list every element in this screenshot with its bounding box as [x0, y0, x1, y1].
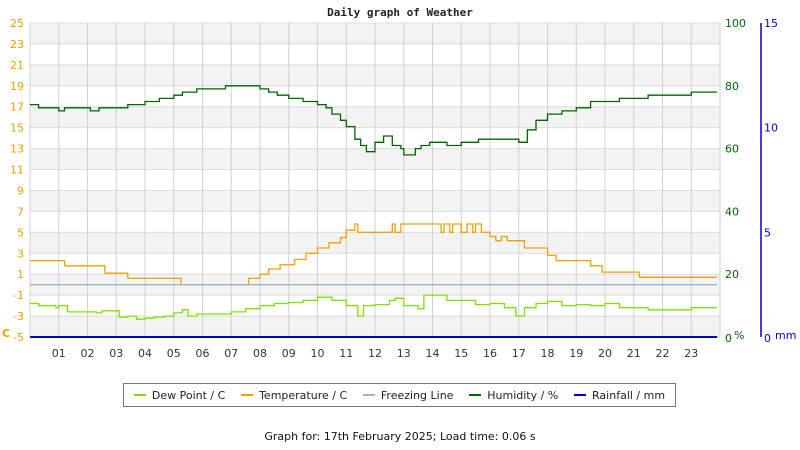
y-left-tick: 1 [17, 268, 24, 281]
y-right-unit-label: % [734, 329, 744, 342]
legend-label: Rainfall / mm [592, 388, 666, 402]
x-tick: 06 [196, 347, 210, 360]
y-right-tick: 80 [725, 80, 739, 93]
x-tick: 09 [282, 347, 296, 360]
y-right-tick: 100 [725, 17, 746, 30]
temperature-c-line [30, 223, 718, 286]
y-left-tick: -5 [13, 331, 24, 344]
y-left-tick: -3 [13, 310, 24, 323]
y-left-tick: 17 [10, 101, 24, 114]
humidity-swatch [469, 394, 482, 396]
x-tick: 08 [253, 347, 267, 360]
y-left-tick: 25 [10, 17, 24, 30]
x-tick: 02 [81, 347, 95, 360]
legend-label: Dew Point / C [151, 388, 226, 402]
y-left-tick: 21 [10, 59, 24, 72]
y-left-tick: 3 [17, 247, 24, 260]
x-tick: 11 [339, 347, 353, 360]
dew-point-c-line [30, 294, 718, 320]
y-right2-tick: 10 [764, 122, 778, 135]
x-tick: 17 [512, 347, 526, 360]
x-tick: 23 [684, 347, 698, 360]
legend-label: Temperature / C [259, 388, 348, 402]
legend-item-dew-point: Dew Point / C [133, 388, 226, 402]
y-left-tick: 23 [10, 38, 24, 51]
y-left-tick: 19 [10, 80, 24, 93]
x-tick: 14 [426, 347, 440, 360]
y-right-tick: 20 [725, 268, 739, 281]
rainfall-swatch [574, 394, 587, 396]
temperature-swatch [241, 394, 254, 396]
y-left-tick: 9 [17, 184, 24, 197]
x-tick: 18 [541, 347, 555, 360]
dew-point-swatch [133, 394, 146, 396]
x-tick: 22 [656, 347, 670, 360]
x-tick: 13 [397, 347, 411, 360]
data-series [30, 85, 718, 338]
x-tick: 19 [569, 347, 583, 360]
y-right-tick: 40 [725, 205, 739, 218]
y-right2-tick: 5 [764, 226, 771, 239]
legend-item-freezing-line: Freezing Line [362, 388, 454, 402]
y-left-unit-label: C [2, 327, 10, 340]
y-left-tick: 5 [17, 226, 24, 239]
x-tick: 05 [167, 347, 181, 360]
x-tick: 03 [109, 347, 123, 360]
legend-label: Freezing Line [380, 388, 454, 402]
y-right2-tick: 0 [764, 332, 771, 345]
x-tick: 07 [224, 347, 238, 360]
chart-legend: Dew Point / C Temperature / C Freezing L… [123, 383, 676, 407]
legend-item-temperature: Temperature / C [241, 389, 347, 402]
graph-footer: Graph for: 17th February 2025; Load time… [264, 430, 536, 443]
y-right2-tick: 15 [764, 17, 778, 30]
chart-title: Daily graph of Weather [327, 6, 473, 19]
humidity-line [30, 85, 718, 156]
y-left-tick: 7 [17, 205, 24, 218]
x-tick: 10 [311, 347, 325, 360]
x-tick: 15 [454, 347, 468, 360]
y-left-tick: -1 [13, 289, 24, 302]
weather-chart: Daily graph of Weather 25232119171513119… [2, 6, 796, 360]
x-tick: 12 [368, 347, 382, 360]
y-right-tick: 60 [725, 143, 739, 156]
x-tick: 01 [52, 347, 66, 360]
x-tick: 20 [598, 347, 612, 360]
freezing-line-swatch [362, 394, 375, 396]
y-left-tick: 13 [10, 143, 24, 156]
y-right-tick: 0 [725, 332, 732, 345]
x-tick: 21 [627, 347, 641, 360]
legend-item-rainfall: Rainfall / mm [574, 389, 665, 402]
y-left-tick: 15 [10, 122, 24, 135]
legend-item-humidity: Humidity / % [469, 389, 558, 402]
y-left-tick: 11 [10, 164, 24, 177]
x-tick: 04 [138, 347, 152, 360]
x-tick: 16 [483, 347, 497, 360]
y-right2-unit-label: mm [775, 329, 796, 342]
legend-label: Humidity / % [487, 388, 559, 402]
